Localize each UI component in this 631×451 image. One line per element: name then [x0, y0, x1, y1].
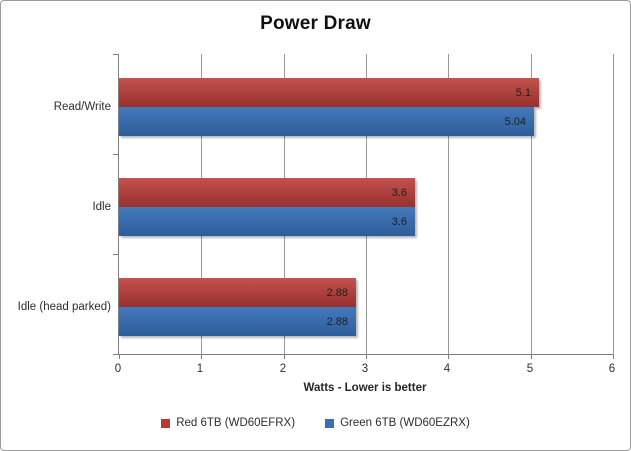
bar: 5.04: [119, 107, 534, 136]
gridline: [448, 54, 449, 354]
gridline: [613, 54, 614, 354]
bar-value-label: 3.6: [391, 186, 407, 199]
legend-item: Green 6TB (WD60EZRX): [325, 417, 470, 429]
x-axis-tick: [613, 354, 614, 359]
x-tick-label: 4: [443, 363, 451, 375]
x-axis-tick: [284, 354, 285, 359]
chart-title: Power Draw: [260, 13, 371, 34]
plot-area: 5.1 5.04 3.6 3.6 2.88 2.88: [113, 54, 614, 359]
x-axis-tick: [366, 354, 367, 359]
x-axis-title: Watts - Lower is better: [303, 382, 427, 394]
bar: 2.88: [119, 307, 356, 336]
x-axis-tick: [531, 354, 532, 359]
legend-swatch-icon: [161, 418, 171, 428]
legend-label: Red 6TB (WD60EFRX): [176, 417, 296, 429]
x-tick-label: 0: [114, 363, 122, 375]
x-tick-label: 3: [361, 363, 369, 375]
category-label: Idle: [92, 201, 111, 213]
legend: Red 6TB (WD60EFRX) Green 6TB (WD60EZRX): [1, 417, 630, 429]
bar: 3.6: [119, 207, 415, 236]
bar-value-label: 5.1: [515, 86, 531, 99]
legend-label: Green 6TB (WD60EZRX): [340, 417, 470, 429]
x-tick-label: 5: [526, 363, 534, 375]
x-axis-tick: [119, 354, 120, 359]
x-axis-tick: [201, 354, 202, 359]
y-axis-tick: [113, 254, 119, 255]
bar-value-label: 3.6: [391, 215, 407, 228]
bar-value-label: 2.88: [326, 286, 348, 299]
x-axis-tick: [448, 354, 449, 359]
y-axis-tick: [113, 54, 119, 55]
gridline: [531, 54, 532, 354]
x-tick-label: 1: [196, 363, 204, 375]
y-axis-tick: [113, 354, 119, 355]
legend-swatch-icon: [325, 418, 335, 428]
bar: 2.88: [119, 278, 356, 307]
x-tick-label: 2: [279, 363, 287, 375]
bar-value-label: 5.04: [504, 115, 526, 128]
bar: 3.6: [119, 178, 415, 207]
x-tick-label: 6: [608, 363, 616, 375]
y-axis-tick: [113, 154, 119, 155]
bar: 5.1: [119, 78, 539, 107]
category-label: Read/Write: [53, 101, 111, 113]
category-label: Idle (head parked): [17, 301, 111, 313]
legend-item: Red 6TB (WD60EFRX): [161, 417, 295, 429]
bar-value-label: 2.88: [326, 315, 348, 328]
